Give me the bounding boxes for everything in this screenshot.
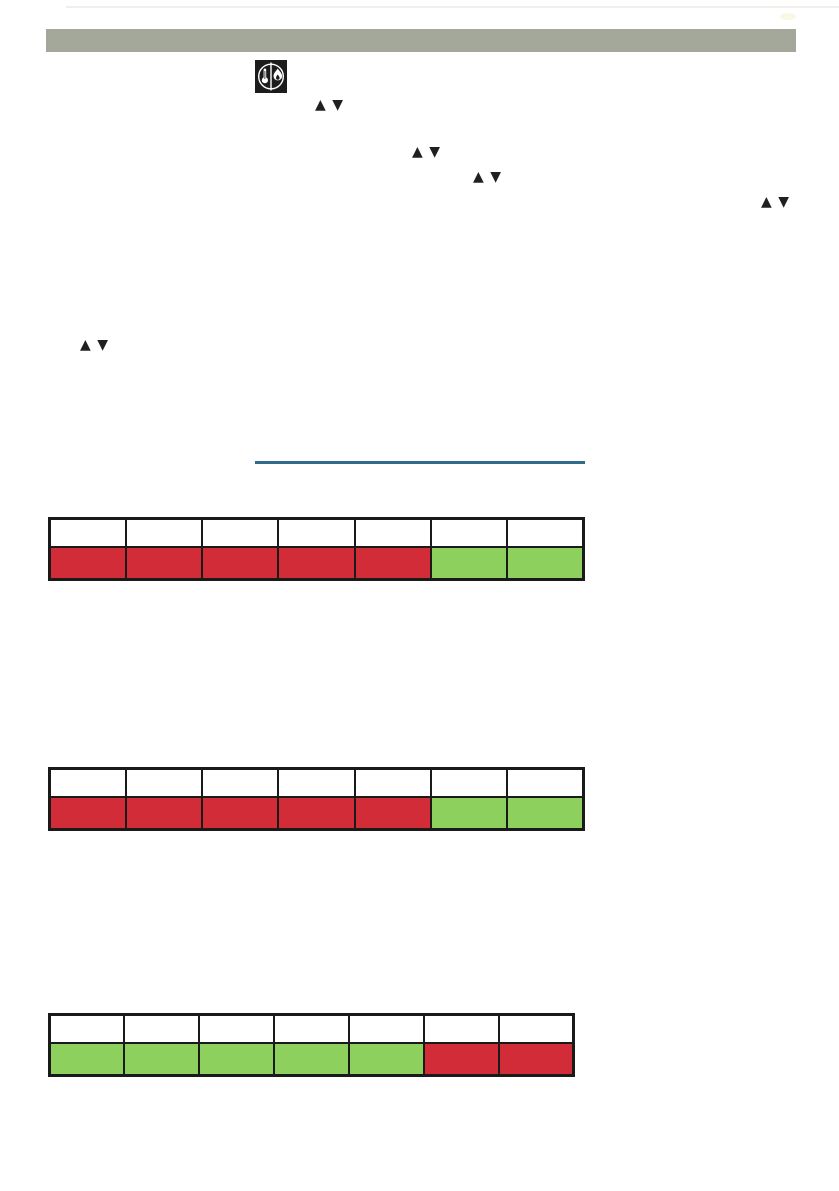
updown-arrows-3: ▲ ▼ (473, 169, 502, 185)
header-cell (429, 517, 509, 548)
value-cell-green (506, 796, 585, 831)
value-cell-red (201, 546, 280, 581)
value-cell-green (347, 1042, 425, 1077)
interval-table-1 (48, 517, 585, 581)
header-cell (347, 1013, 425, 1044)
header-cell (201, 767, 280, 798)
table-header-row (48, 767, 585, 798)
value-cell-green (48, 1042, 126, 1077)
header-cell (506, 517, 585, 548)
header-cell (48, 517, 127, 548)
updown-arrows-2: ▲ ▼ (412, 144, 441, 160)
value-cell-red (48, 546, 127, 581)
value-cell-red (353, 796, 432, 831)
header-cell (497, 1013, 575, 1044)
section-header-bar (46, 29, 796, 52)
updown-arrows-4: ▲ ▼ (761, 194, 790, 210)
header-cell (123, 1013, 201, 1044)
header-cell (273, 1013, 350, 1044)
interval-table-2 (48, 767, 585, 831)
value-cell-green (123, 1042, 201, 1077)
value-cell-red (201, 796, 280, 831)
header-cell (429, 767, 509, 798)
header-cell (353, 517, 432, 548)
header-cell (506, 767, 585, 798)
value-cell-red (277, 796, 356, 831)
header-cell (277, 767, 356, 798)
value-cell-green (506, 546, 585, 581)
header-cell (124, 517, 204, 548)
header-cell (201, 517, 280, 548)
value-cell-red (124, 546, 204, 581)
value-cell-red (277, 546, 356, 581)
temperature-flame-icon (255, 60, 287, 93)
updown-arrows-5: ▲ ▼ (80, 337, 109, 353)
header-cell (198, 1013, 276, 1044)
value-cell-red (422, 1042, 500, 1077)
table-header-row (48, 1013, 575, 1044)
value-cell-red (124, 796, 204, 831)
page-top-artifact-line (66, 6, 839, 8)
value-cell-green (273, 1042, 350, 1077)
table-header-row (48, 517, 585, 548)
header-cell (353, 767, 432, 798)
header-cell (277, 517, 356, 548)
table-value-row (48, 546, 585, 581)
value-cell-red (48, 796, 127, 831)
thermometer-glyph (261, 68, 268, 84)
section-underline (255, 461, 585, 464)
header-cell (124, 767, 204, 798)
flame-glyph (273, 68, 283, 81)
value-cell-red (353, 546, 432, 581)
value-cell-green (429, 546, 509, 581)
table-value-row (48, 796, 585, 831)
page-top-smudge (780, 13, 796, 20)
header-cell (48, 767, 127, 798)
updown-arrows-1: ▲ ▼ (315, 97, 344, 113)
value-cell-red (497, 1042, 575, 1077)
header-cell (48, 1013, 126, 1044)
value-cell-green (198, 1042, 276, 1077)
table-value-row (48, 1042, 575, 1077)
value-cell-green (429, 796, 509, 831)
interval-table-3 (48, 1013, 575, 1077)
header-cell (422, 1013, 500, 1044)
